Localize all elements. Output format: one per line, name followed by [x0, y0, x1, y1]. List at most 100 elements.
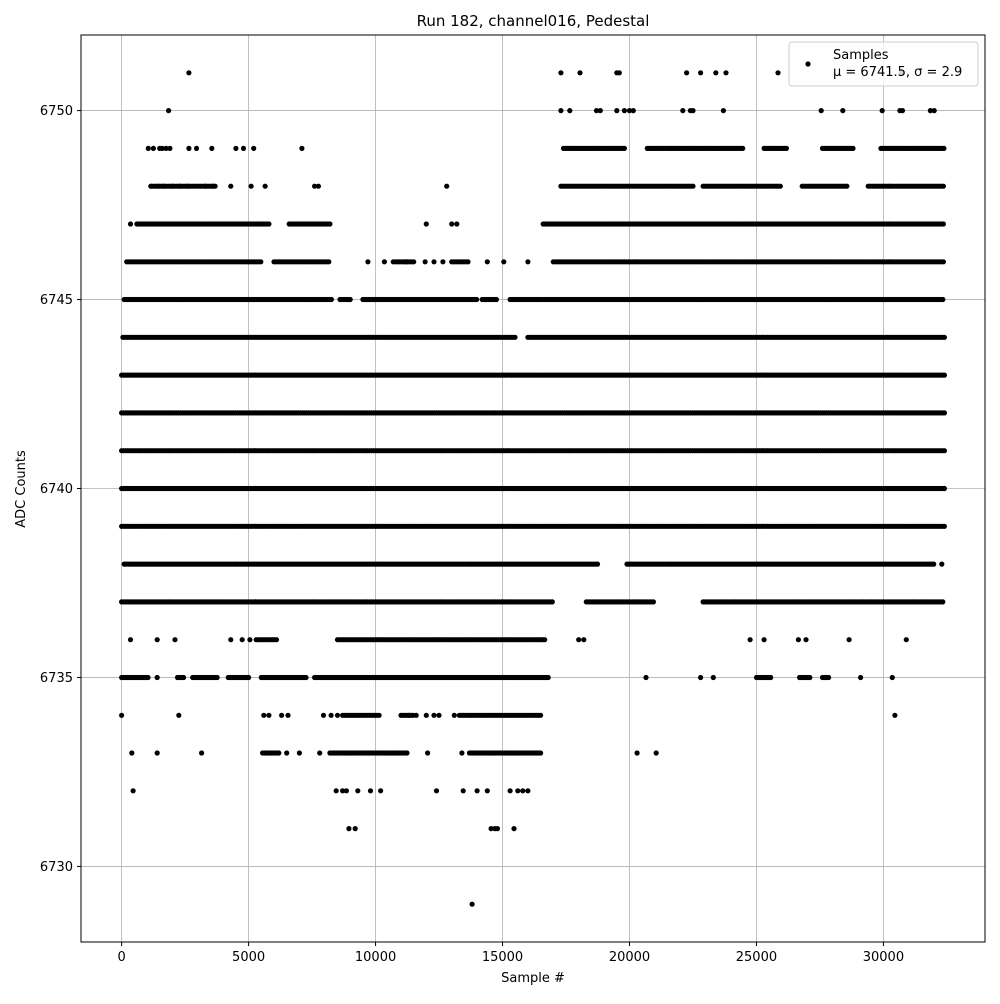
data-point [424, 713, 429, 718]
data-point [525, 259, 530, 264]
data-point [932, 108, 937, 113]
data-point [299, 146, 304, 151]
data-point [321, 713, 326, 718]
data-point [768, 675, 773, 680]
data-point [128, 221, 133, 226]
data-point [263, 184, 268, 189]
data-point [690, 184, 695, 189]
data-point [186, 70, 191, 75]
data-point [119, 713, 124, 718]
data-point [939, 562, 944, 567]
data-point [684, 70, 689, 75]
data-point [251, 146, 256, 151]
data-point [186, 146, 191, 151]
data-point [941, 184, 946, 189]
data-point [274, 637, 279, 642]
data-point [228, 637, 233, 642]
data-point [285, 713, 290, 718]
data-point [512, 335, 517, 340]
data-point [316, 184, 321, 189]
data-point [558, 70, 563, 75]
data-point [892, 713, 897, 718]
data-point [266, 713, 271, 718]
data-point [940, 297, 945, 302]
data-point [941, 146, 946, 151]
data-point [155, 637, 160, 642]
data-point [240, 637, 245, 642]
data-point [698, 675, 703, 680]
data-point [424, 221, 429, 226]
data-point [249, 184, 254, 189]
data-point [900, 108, 905, 113]
data-point [329, 713, 334, 718]
data-point [614, 108, 619, 113]
data-point [431, 259, 436, 264]
data-point [474, 297, 479, 302]
data-point [546, 675, 551, 680]
data-point [155, 675, 160, 680]
data-point [847, 637, 852, 642]
data-point [778, 184, 783, 189]
data-point [335, 713, 340, 718]
data-point [176, 713, 181, 718]
data-point [940, 599, 945, 604]
data-point [233, 146, 238, 151]
data-point [850, 146, 855, 151]
data-point [826, 675, 831, 680]
data-point [690, 108, 695, 113]
data-point [213, 184, 218, 189]
data-point [931, 562, 936, 567]
data-point [261, 713, 266, 718]
data-point [941, 259, 946, 264]
data-point [598, 108, 603, 113]
data-point [651, 599, 656, 604]
data-point [581, 637, 586, 642]
data-point [411, 259, 416, 264]
data-point [326, 259, 331, 264]
data-point [258, 259, 263, 264]
data-point [840, 108, 845, 113]
data-point [796, 637, 801, 642]
data-point [942, 448, 947, 453]
data-point [454, 221, 459, 226]
data-point [423, 259, 428, 264]
data-point [576, 637, 581, 642]
data-point [942, 410, 947, 415]
data-point [228, 184, 233, 189]
data-point [465, 259, 470, 264]
data-point [617, 70, 622, 75]
data-point [166, 108, 171, 113]
data-point [558, 108, 563, 113]
data-point [145, 675, 150, 680]
data-point [266, 221, 271, 226]
data-point [436, 713, 441, 718]
data-point [194, 146, 199, 151]
data-point [723, 70, 728, 75]
data-point [803, 637, 808, 642]
data-point [542, 637, 547, 642]
data-point [775, 70, 780, 75]
data-point [942, 335, 947, 340]
data-point [643, 675, 648, 680]
data-point [880, 108, 885, 113]
data-point [348, 297, 353, 302]
data-point [377, 713, 382, 718]
data-point [622, 108, 627, 113]
data-point [452, 713, 457, 718]
data-point [329, 297, 334, 302]
data-point [819, 108, 824, 113]
data-point [941, 221, 946, 226]
data-point [172, 637, 177, 642]
data-point [494, 297, 499, 302]
data-point [942, 524, 947, 529]
data-point [449, 221, 454, 226]
data-point [365, 259, 370, 264]
data-point [128, 637, 133, 642]
data-point [382, 259, 387, 264]
data-point [740, 146, 745, 151]
data-point [209, 146, 214, 151]
data-point [215, 675, 220, 680]
data-point [501, 259, 506, 264]
